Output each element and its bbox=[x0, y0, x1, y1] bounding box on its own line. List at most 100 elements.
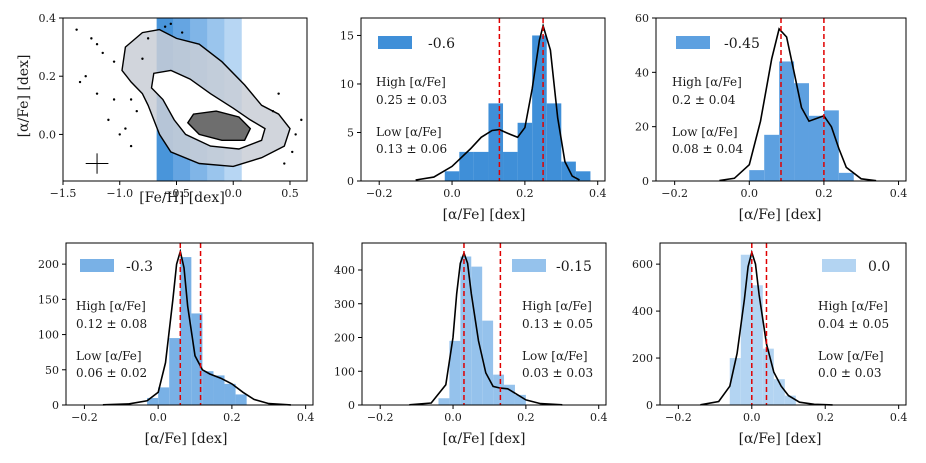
legend-label: -0.6 bbox=[428, 36, 455, 52]
low-alpha-label: Low [α/Fe] bbox=[818, 349, 884, 363]
y-tick-label: 20 bbox=[635, 121, 649, 134]
low-alpha-value: 0.06 ± 0.02 bbox=[76, 366, 147, 380]
x-tick-label: −0.2 bbox=[661, 187, 688, 200]
y-tick-label: 300 bbox=[334, 298, 355, 311]
kde-line bbox=[102, 248, 291, 406]
high-alpha-label: High [α/Fe] bbox=[376, 75, 446, 89]
axes-frame bbox=[62, 17, 308, 182]
histogram-bar bbox=[561, 161, 576, 181]
y-tick-label: 150 bbox=[38, 293, 59, 306]
outlier-point bbox=[180, 31, 184, 34]
legend-label: 0.0 bbox=[868, 259, 890, 275]
x-tick-label: 0.2 bbox=[816, 411, 834, 424]
outlier-point bbox=[90, 37, 93, 40]
high-alpha-label: High [α/Fe] bbox=[672, 75, 742, 89]
y-tick-label: 0 bbox=[347, 175, 354, 188]
y-tick-label: 40 bbox=[635, 66, 649, 79]
x-ticks: −0.2 0.0 0.2 0.4 bbox=[366, 181, 607, 200]
x-ticks: −0.2 0.0 0.2 0.4 bbox=[367, 405, 608, 424]
histogram-bar bbox=[762, 348, 774, 405]
outlier-point bbox=[141, 57, 144, 60]
histogram-bars bbox=[729, 254, 796, 405]
histogram-bar bbox=[749, 170, 765, 181]
peak-lines bbox=[463, 243, 502, 405]
outlier-point bbox=[300, 118, 303, 122]
high-alpha-label: High [α/Fe] bbox=[76, 299, 146, 313]
histogram-bar bbox=[504, 384, 515, 405]
legend-swatch bbox=[80, 259, 114, 272]
y-axis-label: [α/Fe] [dex] bbox=[16, 55, 32, 138]
histogram-bars bbox=[147, 257, 247, 405]
x-axis-label: [α/Fe] [dex] bbox=[145, 431, 228, 447]
x-axis-label: [α/Fe] [dex] bbox=[739, 431, 822, 447]
density-contours bbox=[121, 28, 291, 168]
histogram-bar bbox=[147, 397, 159, 405]
histogram-bar bbox=[546, 103, 562, 181]
outlier-point bbox=[271, 109, 275, 113]
histogram-bar bbox=[532, 35, 547, 181]
histogram-bar bbox=[784, 395, 796, 405]
axes-frame bbox=[659, 242, 907, 406]
high-alpha-value: 0.2 ± 0.04 bbox=[672, 93, 736, 107]
legend-swatch bbox=[822, 259, 856, 272]
histogram-bar bbox=[482, 320, 494, 405]
x-tick-label: 0.4 bbox=[590, 411, 608, 424]
legend-label: -0.45 bbox=[724, 36, 760, 52]
x-tick-label: −0.2 bbox=[665, 411, 692, 424]
x-ticks: −0.2 0.0 0.2 0.4 bbox=[71, 405, 314, 424]
kde-line bbox=[409, 250, 563, 406]
histogram-bar bbox=[794, 83, 809, 181]
outlier-point bbox=[163, 25, 167, 28]
histogram-bar bbox=[779, 61, 795, 181]
outlier-point bbox=[95, 42, 99, 46]
histogram-bar bbox=[575, 171, 591, 181]
x-tick-label: −0.2 bbox=[71, 411, 98, 424]
histogram-bar bbox=[517, 122, 533, 181]
outlier-point bbox=[124, 127, 127, 130]
high-alpha-value: 0.25 ± 0.03 bbox=[376, 93, 447, 107]
x-tick-label: 0.2 bbox=[516, 187, 534, 200]
low-alpha-label: Low [α/Fe] bbox=[522, 349, 588, 363]
x-tick-label: 0.0 bbox=[743, 411, 761, 424]
outlier-point bbox=[118, 133, 121, 136]
x-axis-label: [Fe/H] [dex] bbox=[139, 190, 225, 206]
outlier-point bbox=[78, 80, 82, 84]
y-tick-label: 0.2 bbox=[39, 70, 57, 83]
outlier-point bbox=[277, 92, 280, 95]
outlier-point bbox=[101, 51, 104, 55]
outlier-point bbox=[75, 28, 78, 31]
histogram-bar bbox=[503, 151, 518, 181]
panel-hist-feh-m0.30: −0.2 0.0 0.2 0.4 0 50 100 150 200 -0.3 High [α/… bbox=[38, 242, 314, 447]
x-tick-label: −0.5 bbox=[163, 187, 190, 200]
histogram-bar bbox=[438, 398, 450, 405]
x-tick-label: 0.4 bbox=[589, 187, 607, 200]
y-ticks: 0.0 0.2 0.4 bbox=[39, 12, 63, 141]
kde-curve bbox=[415, 22, 580, 181]
x-tick-label: 0.5 bbox=[281, 187, 299, 200]
outlier-point bbox=[291, 150, 294, 154]
histogram-bar bbox=[444, 171, 460, 181]
high-alpha-label: High [α/Fe] bbox=[818, 299, 888, 313]
y-ticks: 0 50 100 150 200 bbox=[38, 258, 66, 412]
histogram-bar bbox=[488, 103, 504, 181]
histogram-bar bbox=[471, 266, 483, 405]
y-tick-label: 0 bbox=[348, 399, 355, 412]
histogram-bar bbox=[169, 338, 181, 405]
x-tick-label: 0.0 bbox=[741, 187, 759, 200]
x-tick-label: 0.0 bbox=[149, 411, 167, 424]
y-ticks: 0 100 200 300 400 bbox=[334, 264, 362, 412]
kde-curve bbox=[719, 27, 877, 182]
kde-curve bbox=[700, 249, 833, 406]
histogram-bar bbox=[224, 383, 236, 405]
histogram-bar bbox=[180, 257, 192, 405]
histogram-bar bbox=[729, 358, 741, 405]
kde-line bbox=[700, 249, 833, 406]
histogram-bar bbox=[808, 115, 824, 181]
y-tick-label: 10 bbox=[340, 78, 354, 91]
histogram-bar bbox=[773, 379, 785, 405]
y-tick-label: 15 bbox=[340, 29, 354, 42]
low-alpha-value: 0.08 ± 0.04 bbox=[672, 142, 743, 156]
density-fill-core bbox=[187, 111, 251, 141]
x-ticks: −1.5 −1.0 −0.5 0.0 0.5 bbox=[50, 181, 299, 200]
peak-lines bbox=[498, 18, 544, 181]
